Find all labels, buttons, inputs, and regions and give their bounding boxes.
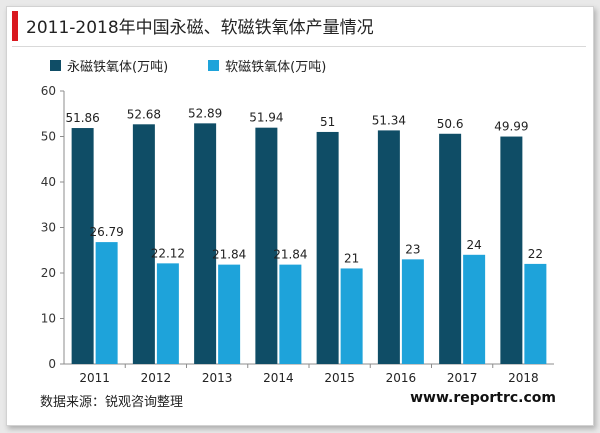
data-label-series-1: 51.34 xyxy=(372,113,406,127)
x-tick-label: 2018 xyxy=(508,371,539,385)
data-source-note: 数据来源：锐观咨询整理 xyxy=(40,395,184,410)
y-tick-label: 20 xyxy=(41,266,56,280)
data-label-series-1: 51.86 xyxy=(65,111,99,125)
x-tick-label: 2017 xyxy=(447,371,478,385)
data-label-series-2: 22.12 xyxy=(151,246,185,260)
x-tick-label: 2011 xyxy=(79,371,110,385)
legend-label-series-1: 永磁铁氧体(万吨) xyxy=(67,60,169,75)
x-tick-label: 2012 xyxy=(141,371,172,385)
data-label-series-2: 21 xyxy=(344,251,359,265)
legend: 永磁铁氧体(万吨) 软磁铁氧体(万吨) xyxy=(50,56,326,75)
data-label-series-2: 23 xyxy=(405,242,420,256)
website-watermark: www.reportrc.com xyxy=(410,390,556,406)
bar-series-1 xyxy=(194,123,217,365)
x-tick-label: 2015 xyxy=(324,371,355,385)
data-label-series-1: 50.6 xyxy=(437,117,464,131)
bar-series-1 xyxy=(439,133,462,364)
legend-label-series-2: 软磁铁氧体(万吨) xyxy=(225,60,327,75)
bar-series-1 xyxy=(500,136,523,364)
legend-item-series-2: 软磁铁氧体(万吨) xyxy=(208,56,326,75)
data-label-series-1: 51.94 xyxy=(249,111,283,125)
bar-series-2 xyxy=(340,268,363,364)
bar-series-1 xyxy=(71,128,94,364)
data-label-series-1: 49.99 xyxy=(494,120,528,134)
y-tick-label: 0 xyxy=(48,357,56,371)
title-accent-bar xyxy=(12,11,18,41)
legend-swatch-series-1 xyxy=(50,60,61,71)
legend-swatch-series-2 xyxy=(208,60,220,71)
data-label-series-2: 22 xyxy=(528,247,543,261)
data-label-series-1: 52.68 xyxy=(127,107,161,121)
data-label-series-2: 24 xyxy=(466,238,481,252)
bar-series-2 xyxy=(524,263,547,364)
bar-series-1 xyxy=(316,131,339,364)
bar-series-1 xyxy=(132,124,155,364)
bar-series-2 xyxy=(463,254,486,364)
title-divider xyxy=(12,46,586,47)
data-label-series-1: 52.89 xyxy=(188,106,222,120)
bar-series-2 xyxy=(401,259,424,364)
bar-series-2 xyxy=(218,264,241,364)
bar-series-1 xyxy=(377,130,400,364)
bar-series-2 xyxy=(95,242,118,364)
x-tick-label: 2013 xyxy=(202,371,233,385)
data-label-series-2: 26.79 xyxy=(89,225,123,239)
data-label-series-1: 51 xyxy=(320,115,335,129)
y-tick-label: 60 xyxy=(41,84,56,98)
bar-series-2 xyxy=(279,264,302,364)
x-tick-label: 2016 xyxy=(386,371,417,385)
y-tick-label: 10 xyxy=(41,312,56,326)
chart-title: 2011-2018年中国永磁、软磁铁氧体产量情况 xyxy=(26,18,374,38)
bar-series-2 xyxy=(156,263,179,364)
y-tick-label: 40 xyxy=(41,175,56,189)
data-label-series-2: 21.84 xyxy=(212,248,246,262)
y-tick-label: 30 xyxy=(41,221,56,235)
bar-series-1 xyxy=(255,127,278,364)
y-tick-label: 50 xyxy=(41,130,56,144)
data-label-series-2: 21.84 xyxy=(273,248,307,262)
legend-item-series-1: 永磁铁氧体(万吨) xyxy=(50,56,168,75)
x-tick-label: 2014 xyxy=(263,371,294,385)
